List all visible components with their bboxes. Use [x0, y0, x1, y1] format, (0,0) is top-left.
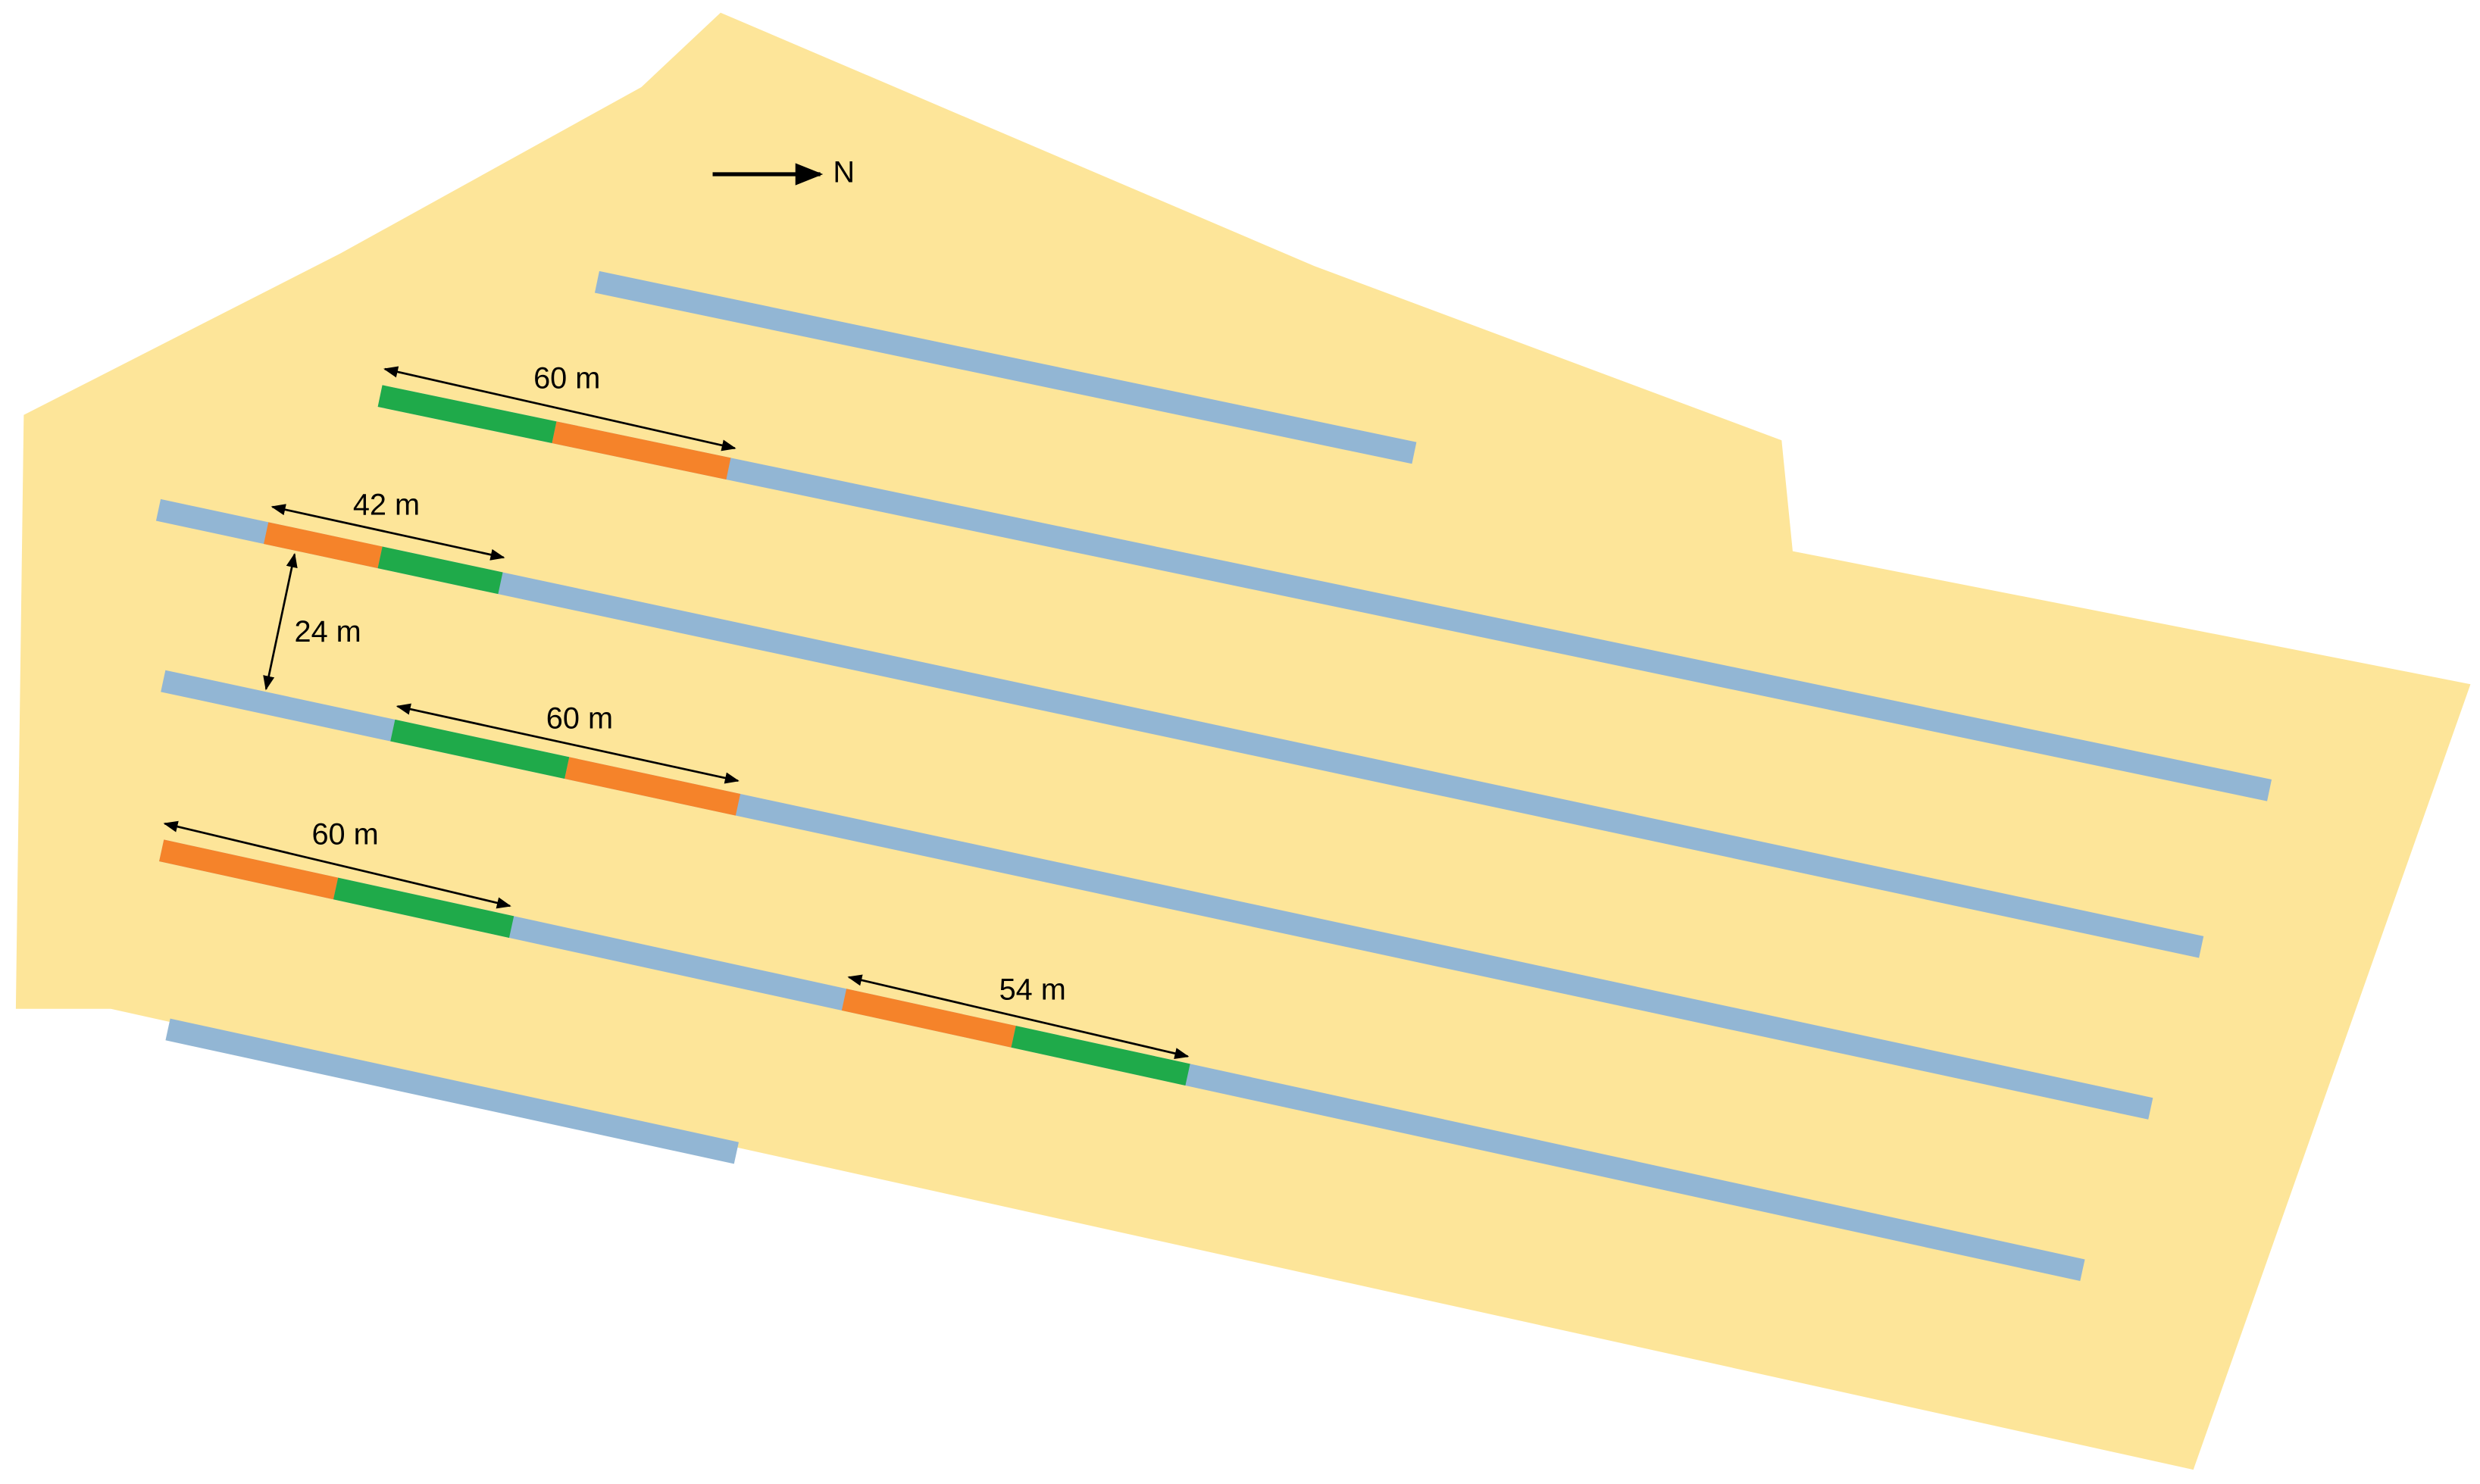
dimension-arrow: [847, 974, 1190, 1060]
dimension-arrow: [396, 703, 740, 784]
dimension-arrow: [263, 552, 298, 691]
dimension-label: 24 m: [295, 615, 361, 648]
strip: [594, 270, 1417, 464]
dimension-arrow: [383, 366, 736, 451]
green-section: [377, 546, 503, 595]
dimension-arrow: [271, 504, 505, 561]
north-label: N: [833, 155, 855, 189]
dimension-label: 60 m: [311, 817, 378, 851]
dimension-label: 60 m: [533, 361, 600, 395]
dimension-label: 60 m: [546, 702, 613, 736]
dimensions: 60 m 42 m 24 m 60 m 60 m 54 m: [163, 361, 1190, 1060]
dimension-arrow: [163, 820, 511, 909]
north-arrow: N: [712, 155, 855, 189]
strip: [165, 1018, 739, 1164]
dimension-label: 42 m: [353, 489, 420, 522]
dimension-label: 54 m: [999, 973, 1066, 1006]
